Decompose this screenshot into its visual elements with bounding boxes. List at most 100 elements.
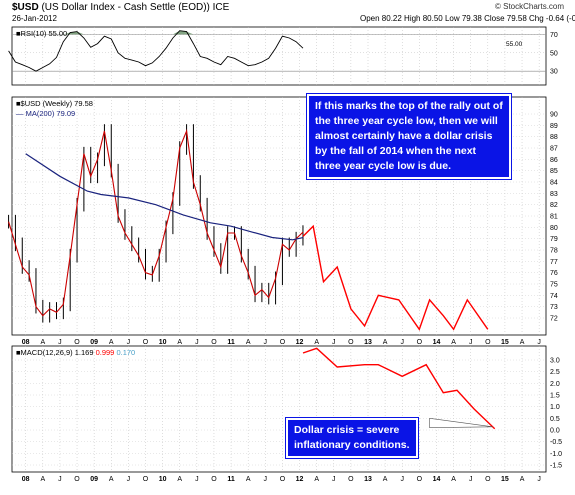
macd-legend: ■MACD(12,26,9) 1.169 0.999 0.170 [16,348,135,357]
macd-x-tick-label: 15 [501,476,509,483]
macd-panel-frame [11,345,547,473]
price-x-tick-label: O [211,339,217,346]
price-x-tick-label: 09 [90,339,98,346]
price-x-tick-label: J [264,339,268,346]
ma-legend: — MA(200) 79.09 [16,109,75,118]
price-projection-line [302,224,489,331]
macd-y-tick-label: 2.0 [550,381,560,388]
price-x-tick-label: J [127,339,131,346]
price-line [8,128,304,317]
rsi-y-tick-label: 30 [550,69,558,76]
price-y-tick-label: 78 [550,248,558,255]
macd-x-tick-label: A [383,476,388,483]
macd-x-tick-label: J [469,476,473,483]
macd-x-tick-label: 12 [296,476,304,483]
price-x-tick-label: O [280,339,286,346]
price-x-tick-label: 12 [296,339,304,346]
rsi-y-tick-label: 70 [550,32,558,39]
tick-labels: 08 08 A A J J O O 09 09 A A J J O O 10 10 A A J J O O 11 11 A A J J O O… [16,29,562,483]
price-y-tick-label: 77 [550,259,558,266]
macd-x-tick-label: 11 [227,476,235,483]
rsi-panel-frame [11,26,547,86]
projection-marks [302,224,496,430]
header-symbol: $USD [12,2,39,13]
header-quote: Open 80.22 High 80.50 Low 79.38 Close 79… [360,14,575,23]
price-x-tick-label: A [40,339,45,346]
macd-x-tick-label: 14 [433,476,441,483]
macd-y-tick-label: -1.0 [550,451,562,458]
macd-x-tick-label: O [348,476,354,483]
price-x-tick-label: J [537,339,541,346]
macd-y-tick-label: -0.5 [550,439,562,446]
annotation-pointer [429,417,493,428]
rsi-marks [8,30,546,72]
rsi-last-value-label: 55.00 [506,41,523,48]
macd-y-tick-label: 1.0 [550,404,560,411]
price-x-tick-label: 10 [159,339,167,346]
price-marks [8,124,304,323]
price-y-tick-label: 88 [550,134,558,141]
macd-x-tick-label: O [143,476,149,483]
rsi-legend: ■RSI(10) 55.00 [16,29,67,38]
macd-y-tick-label: -1.5 [550,463,562,470]
macd-x-tick-label: A [177,476,182,483]
price-y-tick-label: 86 [550,157,558,164]
price-y-tick-label: 83 [550,191,558,198]
watermark-text: © StockCharts.com [495,2,565,11]
macd-x-tick-label: O [280,476,286,483]
macd-x-tick-label: O [74,476,80,483]
price-y-tick-label: 76 [550,270,558,277]
price-x-tick-label: A [314,339,319,346]
annotation-bottom-note: Dollar crisis = severe inflationary cond… [286,418,418,458]
price-x-tick-label: O [74,339,80,346]
macd-y-tick-label: 0.0 [550,428,560,435]
price-y-tick-label: 73 [550,304,558,311]
macd-legend-value: 0.170 [116,348,135,357]
macd-x-tick-label: J [264,476,268,483]
price-legend: ■$USD (Weekly) 79.58 [16,99,93,108]
price-x-tick-label: A [451,339,456,346]
price-y-tick-label: 81 [550,214,558,221]
macd-x-tick-label: O [417,476,423,483]
price-y-tick-label: 80 [550,225,558,232]
price-y-tick-label: 72 [550,316,558,323]
price-y-tick-label: 82 [550,202,558,209]
header-exchange: ICE [212,2,230,13]
price-x-tick-label: A [383,339,388,346]
ma200-line [25,153,304,241]
macd-x-tick-label: J [400,476,404,483]
annotation-top-note: If this marks the top of the rally out o… [307,94,511,179]
price-x-tick-label: A [520,339,525,346]
rsi-line [8,30,304,72]
macd-x-tick-label: 08 [22,476,30,483]
price-x-tick-label: J [58,339,62,346]
macd-legend-value: 0.999 [96,348,117,357]
macd-x-tick-label: A [451,476,456,483]
price-y-tick-label: 90 [550,112,558,119]
price-x-tick-label: 08 [22,339,30,346]
price-x-tick-label: A [109,339,114,346]
price-x-tick-label: 14 [433,339,441,346]
header-title: $USD (US Dollar Index - Cash Settle (EOD… [12,2,229,13]
macd-x-tick-label: J [195,476,199,483]
macd-x-tick-label: J [332,476,336,483]
macd-y-tick-label: 3.0 [550,358,560,365]
price-x-tick-label: A [177,339,182,346]
price-x-tick-label: A [246,339,251,346]
price-x-tick-label: 13 [364,339,372,346]
macd-x-tick-label: J [58,476,62,483]
macd-x-tick-label: 10 [159,476,167,483]
macd-x-tick-label: A [520,476,525,483]
macd-projection-line [302,347,496,430]
price-y-tick-label: 74 [550,293,558,300]
price-y-tick-label: 87 [550,146,558,153]
price-x-tick-label: O [485,339,491,346]
macd-y-tick-label: 2.5 [550,369,560,376]
macd-x-tick-label: A [314,476,319,483]
rsi-y-tick-label: 50 [550,50,558,57]
price-x-tick-label: J [469,339,473,346]
macd-legend-value: 1.169 [75,348,96,357]
panel-frames [11,26,547,473]
